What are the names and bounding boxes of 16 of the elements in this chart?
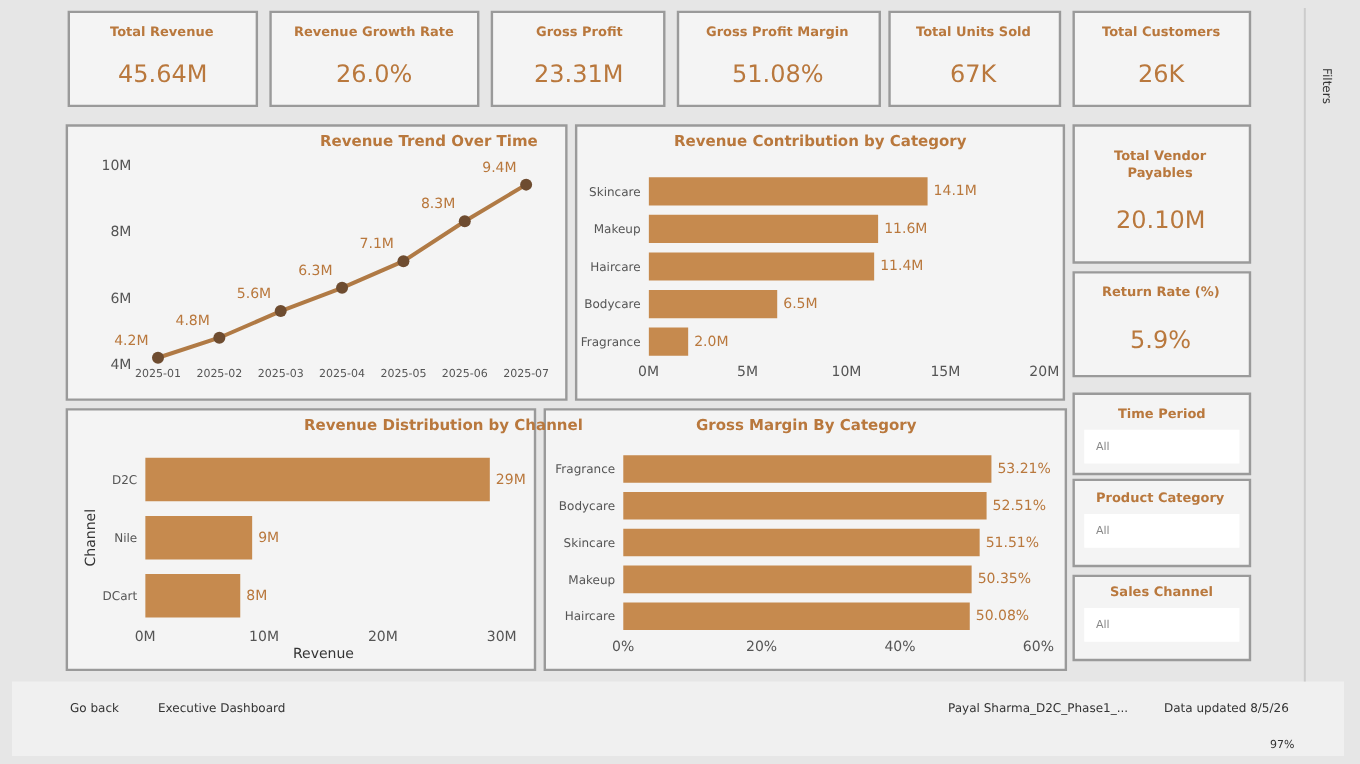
bar: [145, 457, 490, 502]
bar: [648, 327, 689, 356]
bar: [145, 515, 253, 560]
bar: [648, 252, 875, 281]
text: 23.31M: [534, 60, 624, 88]
text: 26K: [1138, 60, 1187, 88]
text: 26.0%: [336, 60, 413, 88]
bar: [145, 573, 241, 618]
text: 67K: [950, 60, 999, 88]
text: 5.9%: [1130, 326, 1191, 354]
text: 51.08%: [732, 60, 824, 88]
bar: [648, 214, 879, 243]
bar: [648, 289, 778, 319]
text: 45.64M: [118, 60, 208, 88]
text: 20.10M: [1116, 206, 1206, 234]
bar: [648, 177, 928, 206]
